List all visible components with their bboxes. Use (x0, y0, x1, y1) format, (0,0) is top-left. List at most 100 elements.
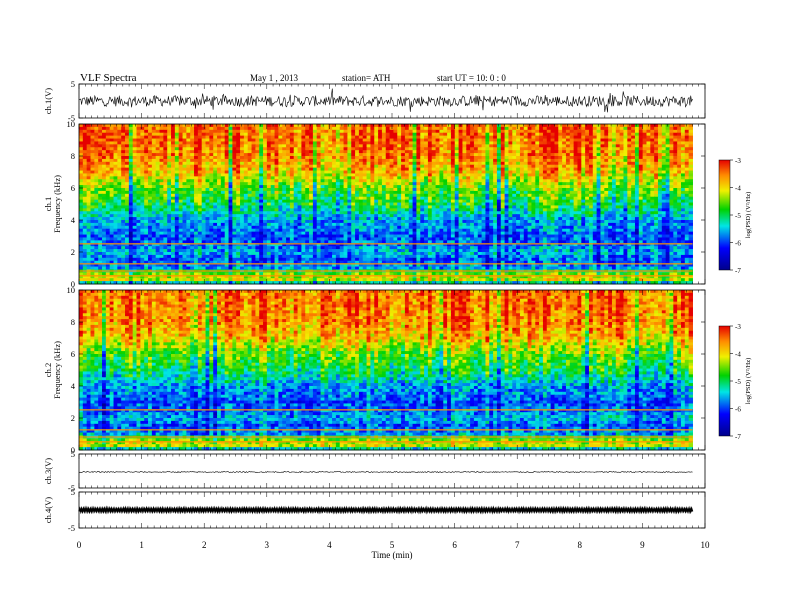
spectrogram-cell (397, 193, 402, 198)
spectrogram-cell (496, 144, 502, 148)
spectrogram-cell (577, 190, 582, 195)
spectrogram-cell (638, 153, 644, 157)
spectrogram-cell (190, 153, 195, 157)
spectrogram-cell (604, 158, 609, 163)
spectrogram-cell (312, 188, 318, 192)
spectrogram-cell (611, 190, 617, 195)
spectrogram-cell (289, 182, 295, 186)
spectrogram-cell (565, 161, 571, 166)
spectrogram-cell (385, 126, 391, 131)
spectrogram-cell (121, 156, 126, 160)
spectrogram-cell (370, 132, 375, 137)
spectrogram-cell (477, 147, 483, 151)
spectrogram-cell (416, 161, 421, 166)
spectrogram-cell (531, 167, 536, 172)
spectrogram-cell (634, 167, 640, 172)
spectrogram-cell (286, 182, 291, 186)
spectrogram-cell (477, 161, 483, 166)
spectrogram-cell (343, 170, 348, 174)
spectrogram-cell (263, 132, 268, 137)
spectrogram-cell (136, 199, 141, 204)
spectrogram-cell (197, 202, 203, 206)
spectrogram-cell (316, 150, 322, 154)
spectrogram-cell (512, 185, 517, 189)
spectrogram-cell (297, 135, 302, 140)
spectrogram-cell (293, 193, 299, 198)
spectrogram-cell (688, 129, 693, 134)
spectrogram-cell (477, 158, 483, 163)
spectrogram-cell (224, 158, 230, 163)
spectrogram-cell (178, 164, 184, 169)
spectrogram-cell (462, 182, 467, 186)
spectrogram-cell (128, 150, 134, 154)
spectrogram-cell (274, 167, 279, 172)
spectrogram-cell (420, 185, 425, 189)
spectrogram-cell (588, 179, 594, 183)
spectrogram-cell (542, 205, 548, 209)
spectrogram-cell (255, 138, 260, 142)
spectrogram-cell (554, 144, 559, 148)
spectrogram-cell (370, 205, 375, 209)
spectrogram-cell (397, 208, 402, 212)
spectrogram-cell (259, 161, 264, 166)
spectrogram-cell (680, 144, 686, 148)
spectrogram-cell (217, 182, 222, 186)
spectrogram-cell (454, 182, 460, 186)
spectrogram-cell (293, 147, 299, 151)
spectrogram-cell (159, 144, 164, 148)
spectrogram-cell (217, 188, 222, 192)
spectrogram-cell (109, 173, 114, 177)
spectrogram-cell (312, 150, 318, 154)
spectrogram-cell (94, 150, 99, 154)
spectrogram-cell (201, 156, 207, 160)
spectrogram-cell (592, 124, 598, 128)
spectrogram-cell (301, 176, 306, 180)
spectrogram-cell (289, 196, 295, 201)
spectrogram-cell (508, 211, 513, 215)
spectrogram-cell (305, 132, 310, 137)
spectrogram-cell (190, 202, 195, 206)
spectrogram-cell (343, 135, 348, 140)
spectrogram-cell (86, 208, 91, 212)
spectrogram-cell (669, 138, 674, 142)
spectrogram-cell (228, 190, 233, 195)
spectrogram-cell (424, 124, 429, 128)
spectrogram-cell (539, 141, 544, 145)
spectrogram-cell (190, 150, 195, 154)
spectrogram-cell (351, 185, 356, 189)
spectrogram-cell (604, 164, 609, 169)
spectrogram-cell (404, 185, 410, 189)
spectrogram-cell (320, 202, 325, 206)
spectrogram-cell (109, 188, 114, 192)
spectrogram-cell (627, 153, 632, 157)
spectrogram-cell (324, 170, 329, 174)
spectrogram-cell (117, 173, 122, 177)
spectrogram-cell (355, 182, 360, 186)
spectrogram-cell (159, 150, 164, 154)
spectrogram-cell (362, 150, 368, 154)
spectrogram-cell (669, 179, 674, 183)
spectrogram-cell (539, 144, 544, 148)
spectrogram-cell (462, 138, 467, 142)
spectrogram-cell (109, 179, 114, 183)
spectrogram-cell (385, 185, 391, 189)
spectrogram-cell (466, 199, 471, 204)
spectrogram-cell (646, 188, 651, 192)
spectrogram-cell (105, 138, 111, 142)
spectrogram-cell (125, 129, 130, 134)
spectrogram-cell (404, 150, 410, 154)
spectrogram-cell (416, 182, 421, 186)
spectrogram-cell (431, 129, 437, 134)
spectrogram-cell (366, 170, 371, 174)
spectrogram-cell (401, 208, 406, 212)
spectrogram-cell (343, 156, 348, 160)
spectrogram-cell (401, 141, 406, 145)
spectrogram-cell (565, 208, 571, 212)
spectrogram-cell (627, 190, 632, 195)
spectrogram-cell (443, 208, 448, 212)
spectrogram-cell (519, 170, 525, 174)
spectrogram-cell (588, 153, 594, 157)
spectrogram-cell (328, 161, 333, 166)
spectrogram-cell (362, 164, 368, 169)
spectrogram-cell (470, 164, 475, 169)
